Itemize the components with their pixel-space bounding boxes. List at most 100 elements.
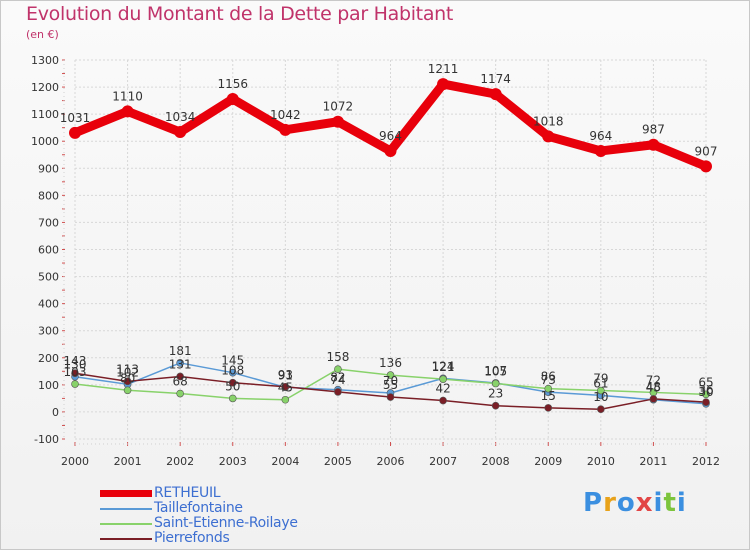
data-label: 108 bbox=[221, 364, 244, 378]
data-label: 74 bbox=[330, 373, 345, 387]
data-point bbox=[281, 382, 290, 391]
y-tick-label: 100 bbox=[38, 379, 59, 392]
legend-swatch bbox=[100, 538, 152, 540]
legend-label: RETHEUIL bbox=[154, 485, 221, 501]
data-label: 61 bbox=[593, 376, 608, 390]
legend-label: Pierrefonds bbox=[154, 530, 230, 546]
data-label: 113 bbox=[116, 362, 139, 376]
data-point bbox=[597, 386, 605, 395]
data-label: 964 bbox=[379, 129, 402, 143]
data-point bbox=[176, 359, 184, 367]
data-point bbox=[279, 123, 292, 136]
data-label: 36 bbox=[698, 383, 713, 397]
data-label: 143 bbox=[64, 354, 87, 368]
data-point bbox=[174, 126, 187, 139]
data-point bbox=[176, 389, 184, 398]
x-tick-label: 2004 bbox=[271, 455, 299, 468]
data-label: 1174 bbox=[480, 72, 511, 86]
data-label: 1211 bbox=[428, 62, 459, 76]
legend-label: Taillefontaine bbox=[154, 500, 243, 516]
x-tick-label: 2009 bbox=[534, 455, 562, 468]
y-tick-label: 0 bbox=[52, 406, 59, 419]
data-label: 1031 bbox=[60, 111, 91, 125]
x-tick-label: 2006 bbox=[377, 455, 405, 468]
data-label: 91 bbox=[278, 368, 293, 382]
data-point bbox=[226, 92, 239, 105]
data-point bbox=[334, 365, 342, 373]
y-tick-label: 300 bbox=[38, 325, 59, 338]
data-point bbox=[439, 375, 447, 383]
data-label: 30 bbox=[698, 385, 713, 399]
data-label: 70 bbox=[383, 374, 398, 388]
data-point bbox=[544, 384, 553, 393]
data-label: 130 bbox=[64, 358, 87, 372]
x-tick-label: 2011 bbox=[639, 455, 667, 468]
data-point bbox=[331, 115, 344, 128]
legend-label: Saint-Etienne-Roilaye bbox=[154, 515, 298, 531]
data-label: 55 bbox=[383, 378, 398, 392]
data-label: 80 bbox=[120, 371, 135, 385]
proxiti-logo: Proxiti bbox=[583, 488, 687, 518]
data-label: 964 bbox=[589, 129, 612, 143]
y-tick-label: 1200 bbox=[31, 81, 59, 94]
data-label: 145 bbox=[221, 354, 244, 368]
y-tick-label: 400 bbox=[38, 298, 59, 311]
data-label: 103 bbox=[64, 365, 87, 379]
x-tick-label: 2003 bbox=[219, 455, 247, 468]
data-label: 42 bbox=[435, 382, 450, 396]
data-label: 93 bbox=[278, 368, 293, 382]
y-axis: -100 0 100 200 300 400 500 600 700 800 900 1000 1100… bbox=[31, 54, 65, 446]
data-point bbox=[491, 401, 500, 410]
data-labels: 1031111010341156104210729641211117410189… bbox=[60, 62, 718, 404]
data-point bbox=[386, 393, 395, 401]
data-point bbox=[71, 380, 79, 388]
data-label: 121 bbox=[432, 360, 455, 374]
data-label: 15 bbox=[541, 389, 556, 403]
data-label: 45 bbox=[278, 381, 293, 395]
data-point bbox=[123, 377, 132, 386]
data-label: 158 bbox=[326, 350, 349, 364]
series-lines bbox=[69, 78, 712, 414]
data-label: 50 bbox=[225, 379, 240, 393]
legend-swatch bbox=[100, 490, 152, 497]
data-point bbox=[71, 369, 79, 378]
data-point bbox=[647, 138, 660, 151]
data-point bbox=[542, 130, 555, 143]
data-label: 1042 bbox=[270, 108, 301, 122]
data-label: 1018 bbox=[533, 114, 564, 128]
data-point bbox=[702, 398, 710, 406]
x-tick-label: 2012 bbox=[692, 455, 720, 468]
data-label: 1034 bbox=[165, 110, 196, 124]
y-tick-label: 1300 bbox=[31, 54, 59, 67]
x-tick-label: 2008 bbox=[482, 455, 510, 468]
data-point bbox=[176, 372, 184, 381]
y-tick-label: 1000 bbox=[31, 135, 59, 148]
data-point bbox=[228, 378, 237, 387]
y-tick-label: 1100 bbox=[31, 108, 59, 121]
x-tick-label: 2010 bbox=[587, 455, 615, 468]
data-label: 131 bbox=[169, 357, 192, 371]
y-tick-label: 200 bbox=[38, 352, 59, 365]
data-label: 48 bbox=[646, 380, 661, 394]
data-label: 181 bbox=[169, 344, 192, 358]
y-tick-label: 700 bbox=[38, 216, 59, 229]
chart-title: Evolution du Montant de la Dette par Hab… bbox=[26, 3, 454, 25]
data-label: 72 bbox=[646, 373, 661, 387]
y-tick-label: 800 bbox=[38, 189, 59, 202]
data-label: 1110 bbox=[112, 89, 143, 103]
data-label: 82 bbox=[330, 371, 345, 385]
data-point bbox=[489, 88, 502, 101]
data-label: 10 bbox=[593, 390, 608, 404]
legend-swatch bbox=[100, 523, 152, 525]
data-point bbox=[69, 126, 81, 139]
data-label: 68 bbox=[173, 375, 188, 389]
data-point bbox=[702, 390, 710, 399]
data-point bbox=[437, 78, 450, 91]
data-point bbox=[334, 388, 342, 396]
data-point bbox=[384, 144, 397, 157]
y-tick-label: -100 bbox=[34, 433, 59, 446]
data-label: 987 bbox=[642, 123, 665, 137]
data-label: 136 bbox=[379, 356, 402, 370]
